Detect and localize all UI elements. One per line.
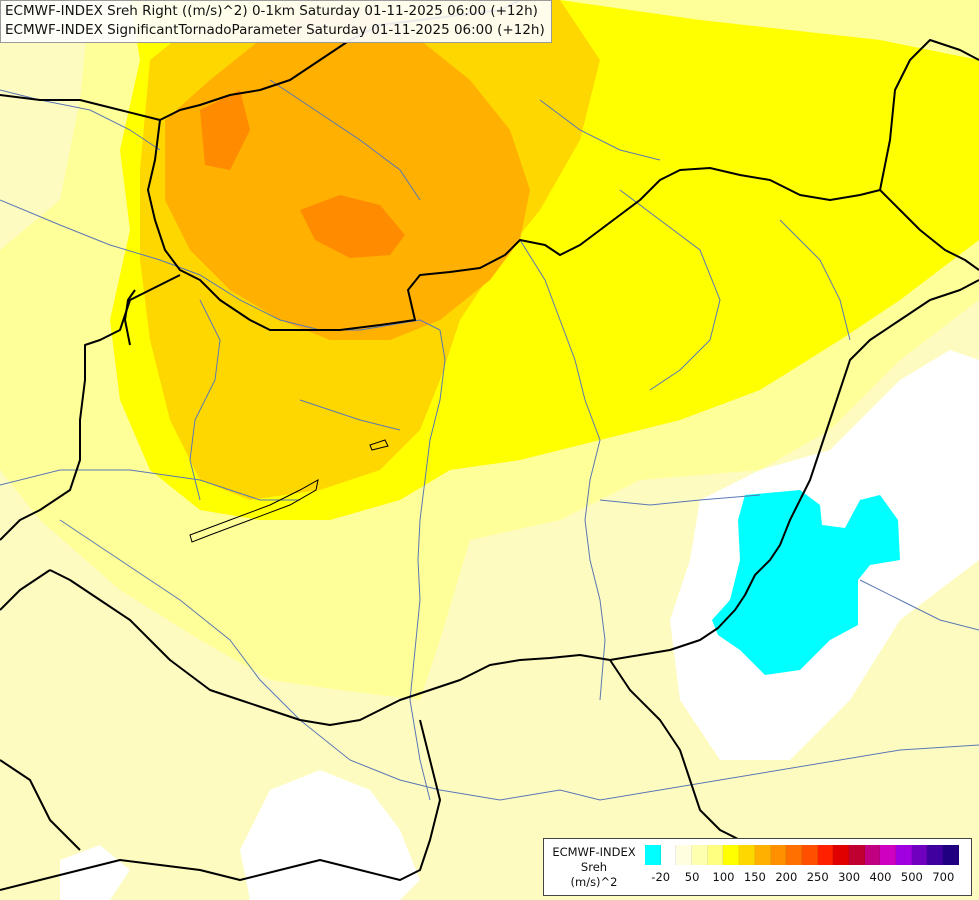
legend-title-unit: (m/s)^2 [570,875,618,889]
legend-tick-label: 300 [838,870,861,884]
legend-swatch [817,845,834,865]
legend-swatch [692,845,708,865]
legend-swatch [739,845,755,865]
legend-tick-label: 250 [806,870,829,884]
legend-swatch [848,845,865,865]
legend-tick-label: 500 [900,870,923,884]
legend-swatch [754,845,771,865]
legend-title-variable: Sreh [580,860,608,874]
legend-swatch [723,845,740,865]
legend-swatch [911,845,928,865]
legend-swatch [833,845,849,865]
legend-tick-label: -20 [651,870,671,884]
legend-tick-label: 100 [712,870,735,884]
legend-swatch [660,845,677,865]
legend-swatch [786,845,802,865]
legend-swatch [676,845,693,865]
legend-swatch [770,845,787,865]
legend-title: ECMWF-INDEX Sreh (m/s)^2 [548,845,640,890]
title-line-sreh: ECMWF-INDEX Sreh Right ((m/s)^2) 0-1km S… [5,3,538,19]
color-legend: ECMWF-INDEX Sreh (m/s)^2 -20 50 100 150 200 2… [543,838,972,896]
legend-swatch [645,845,661,865]
legend-tick-label: 150 [743,870,766,884]
map-title: ECMWF-INDEX Sreh Right ((m/s)^2) 0-1km S… [0,0,552,43]
legend-tick-label: 200 [775,870,798,884]
sreh-field-cyan [712,490,900,675]
legend-swatch [896,845,912,865]
legend-tick-label: 50 [684,870,700,884]
legend-tick-labels: -20 50 100 150 200 250 300 400 500 700 [645,870,967,886]
lake-balaton [189,479,319,543]
title-line-stp: ECMWF-INDEX SignificantTornadoParameter … [5,22,545,38]
legend-swatch [880,845,896,865]
legend-swatch [927,845,944,865]
legend-tick-label: 400 [869,870,892,884]
sreh-field-white-south [60,770,420,900]
small-lake [369,439,389,451]
legend-swatch [943,845,959,865]
legend-swatch [801,845,818,865]
legend-swatch [864,845,881,865]
sreh-field-dark-orange [200,90,405,258]
rivers [0,79,979,801]
legend-tick-label: 700 [932,870,955,884]
legend-swatch [707,845,724,865]
legend-title-model: ECMWF-INDEX [552,845,636,859]
sreh-field-orange [165,10,530,340]
legend-color-scale [645,845,959,865]
